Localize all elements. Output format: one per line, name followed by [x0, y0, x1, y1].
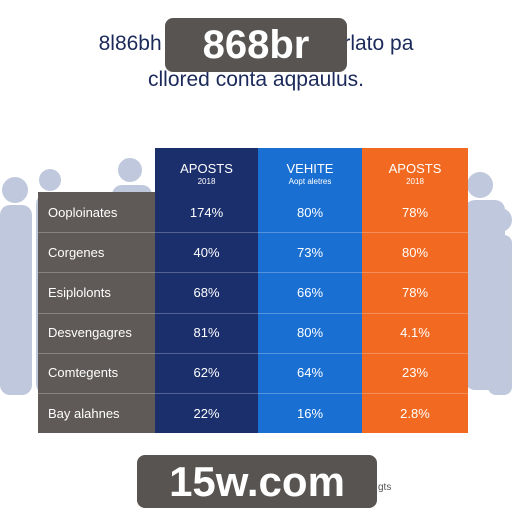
watermark: 15w.com [137, 455, 377, 508]
cell-value: 23% [401, 365, 429, 381]
row-label: Ooploinates [48, 204, 118, 220]
cell-value: 81% [193, 325, 220, 341]
cell-value: 68% [193, 284, 220, 300]
row-label: Desvengagres [48, 325, 132, 341]
watermark: 868br [165, 18, 347, 72]
cell-value: 40% [193, 244, 220, 260]
cell-value: 80% [296, 204, 324, 220]
cell-value: 73% [296, 244, 324, 260]
column-subtitle: 2018 [406, 177, 424, 186]
title-right: rlato pa [343, 32, 414, 55]
cell-value: 4.1% [400, 325, 430, 341]
cell-value: 80% [296, 325, 324, 341]
row-label: Bay alahnes [48, 405, 120, 421]
cell-value: 78% [401, 284, 429, 300]
cell-value: 64% [296, 365, 324, 381]
cell-value: 2.8% [400, 405, 430, 421]
cell-value: 16% [296, 405, 324, 421]
row-divider [38, 232, 468, 234]
column-subtitle: Aopt aletres [288, 177, 332, 186]
row-divider [38, 272, 468, 274]
title: 8l86bh rlato pa [0, 32, 512, 56]
column-bg [258, 148, 362, 433]
column-bg [38, 192, 155, 433]
row-label: Esiplolonts [48, 284, 111, 300]
column-title: VEHITE [286, 161, 334, 176]
row-divider [38, 393, 468, 394]
column-bg [155, 148, 258, 433]
row-divider [38, 352, 468, 354]
subtitle: cllored conta aqpaulus. [148, 68, 364, 91]
column-title: APOSTS [180, 161, 233, 176]
column-subtitle: 2018 [197, 177, 216, 186]
cell-value: 80% [401, 244, 429, 260]
cell-value: 78% [401, 204, 429, 220]
title-left: 8l86bh [98, 32, 162, 55]
row-divider [38, 312, 468, 314]
row-label: Comtegents [48, 365, 119, 381]
table: APOSTS 2018 VEHITE Aopt aletres APOSTS 2018 Oo… [38, 148, 468, 433]
cell-value: 174% [189, 204, 224, 220]
cell-value: 66% [296, 284, 324, 300]
column-bg [362, 148, 468, 433]
footnote: gts [378, 482, 392, 493]
column-title: APOSTS [388, 161, 442, 176]
cell-value: 62% [193, 365, 220, 381]
cell-value: 22% [193, 405, 220, 421]
row-label: Corgenes [48, 244, 105, 260]
